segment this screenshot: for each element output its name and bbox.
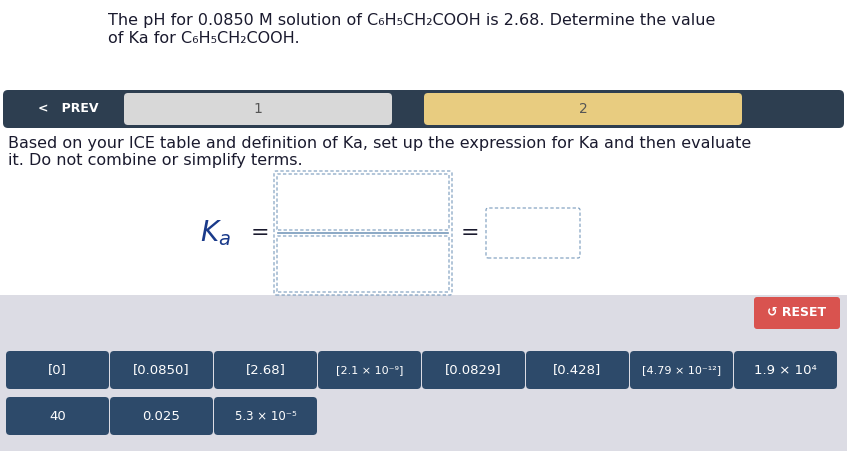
FancyBboxPatch shape: [422, 351, 525, 389]
Text: 40: 40: [49, 410, 66, 423]
Text: 1: 1: [253, 102, 263, 116]
Text: =: =: [251, 223, 269, 243]
Text: [0.0829]: [0.0829]: [446, 364, 501, 377]
FancyBboxPatch shape: [630, 351, 733, 389]
Text: 2: 2: [579, 102, 587, 116]
FancyBboxPatch shape: [3, 90, 844, 128]
FancyBboxPatch shape: [6, 351, 109, 389]
FancyBboxPatch shape: [424, 93, 742, 125]
Text: it. Do not combine or simplify terms.: it. Do not combine or simplify terms.: [8, 153, 302, 168]
FancyBboxPatch shape: [6, 397, 109, 435]
Text: 0.025: 0.025: [142, 410, 180, 423]
FancyBboxPatch shape: [486, 208, 580, 258]
Text: Based on your ICE table and definition of Ka, set up the expression for Ka and t: Based on your ICE table and definition o…: [8, 136, 751, 151]
Text: [0]: [0]: [48, 364, 67, 377]
FancyBboxPatch shape: [277, 236, 449, 292]
FancyBboxPatch shape: [754, 297, 840, 329]
Text: $K_a$: $K_a$: [200, 218, 230, 248]
Text: <   PREV: < PREV: [38, 102, 98, 115]
FancyBboxPatch shape: [110, 397, 213, 435]
Text: 5.3 × 10⁻⁵: 5.3 × 10⁻⁵: [235, 410, 296, 423]
FancyBboxPatch shape: [110, 351, 213, 389]
Text: ↺ RESET: ↺ RESET: [767, 307, 827, 319]
Text: of Ka for C₆H₅CH₂COOH.: of Ka for C₆H₅CH₂COOH.: [108, 31, 300, 46]
Text: The pH for 0.0850 M solution of C₆H₅CH₂COOH is 2.68. Determine the value: The pH for 0.0850 M solution of C₆H₅CH₂C…: [108, 13, 716, 28]
Text: =: =: [461, 223, 479, 243]
Text: [0.0850]: [0.0850]: [133, 364, 190, 377]
Bar: [0, 295, 847, 451]
FancyBboxPatch shape: [526, 351, 629, 389]
FancyBboxPatch shape: [277, 174, 449, 230]
FancyBboxPatch shape: [124, 93, 392, 125]
Text: [2.1 × 10⁻⁹]: [2.1 × 10⁻⁹]: [335, 365, 403, 375]
FancyBboxPatch shape: [214, 351, 317, 389]
Text: 1.9 × 10⁴: 1.9 × 10⁴: [754, 364, 817, 377]
FancyBboxPatch shape: [734, 351, 837, 389]
FancyBboxPatch shape: [214, 397, 317, 435]
Text: [0.428]: [0.428]: [553, 364, 601, 377]
FancyBboxPatch shape: [318, 351, 421, 389]
Text: [4.79 × 10⁻¹²]: [4.79 × 10⁻¹²]: [642, 365, 721, 375]
Text: [2.68]: [2.68]: [246, 364, 285, 377]
